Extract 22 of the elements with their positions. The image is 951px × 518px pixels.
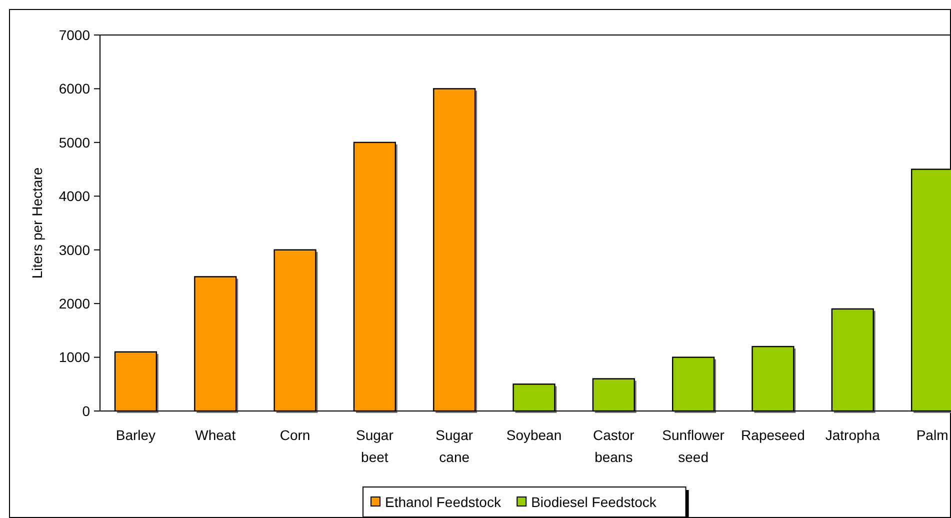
y-axis-title: Liters per Hectare (29, 167, 45, 279)
x-tick-label: Rapeseed (741, 427, 805, 443)
y-tick-label: 3000 (58, 242, 90, 258)
y-tick-label: 2000 (58, 295, 90, 312)
x-tick-label: Sunflower seed (662, 427, 725, 465)
y-tick-label: 6000 (58, 80, 90, 97)
x-tick-label: Sugar cane (436, 427, 474, 465)
x-tick-label: Castor beans (593, 427, 635, 465)
y-tick-label: 5000 (58, 134, 90, 150)
x-tick-label: Jatropha (825, 427, 880, 443)
y-tick-label: 7000 (58, 26, 90, 43)
legend-label: Ethanol Feedstock (385, 494, 502, 510)
x-tick-label: Palm (916, 427, 948, 443)
x-tick-label: Barley (116, 427, 156, 443)
legend-label: Biodiesel Feedstock (531, 494, 658, 510)
x-tick-label: Corn (280, 427, 310, 443)
y-tick-label: 4000 (58, 188, 90, 204)
x-tick-label: Wheat (195, 427, 236, 443)
x-tick-label: Soybean (506, 427, 562, 443)
y-tick-label: 1000 (58, 349, 90, 366)
x-tick-label: Sugar beet (356, 427, 394, 465)
y-tick-label: 0 (82, 402, 90, 419)
